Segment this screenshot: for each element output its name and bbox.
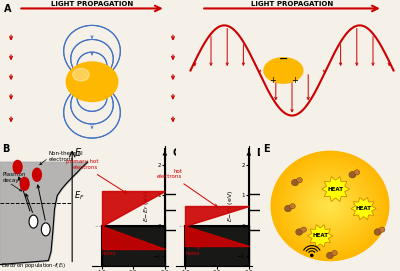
Circle shape <box>316 193 344 219</box>
Circle shape <box>73 68 89 81</box>
Circle shape <box>326 252 334 259</box>
Circle shape <box>264 58 303 83</box>
Circle shape <box>314 191 346 221</box>
Text: LIGHT PROPAGATION: LIGHT PROPAGATION <box>251 1 333 7</box>
Text: B: B <box>2 144 9 154</box>
Circle shape <box>290 204 295 209</box>
Text: $E$: $E$ <box>74 146 82 158</box>
Polygon shape <box>322 177 350 201</box>
Text: $O_2(^3\Sigma)$: $O_2(^3\Sigma)$ <box>178 225 194 235</box>
Circle shape <box>295 173 365 239</box>
Circle shape <box>326 202 334 209</box>
Text: +: + <box>291 76 298 85</box>
Text: Plasmon
decay: Plasmon decay <box>3 172 26 183</box>
Circle shape <box>306 184 354 228</box>
Circle shape <box>349 172 356 178</box>
Text: HEAT: HEAT <box>328 186 344 192</box>
Polygon shape <box>102 226 165 249</box>
Circle shape <box>296 229 303 235</box>
Circle shape <box>301 179 359 233</box>
Text: LIGHT PROPAGATION: LIGHT PROPAGATION <box>51 1 133 7</box>
Text: $O_2(^1\Sigma)$: $O_2(^1\Sigma)$ <box>262 189 278 199</box>
Text: E: E <box>263 144 270 154</box>
Circle shape <box>310 188 350 224</box>
Circle shape <box>328 204 332 208</box>
Circle shape <box>332 250 337 256</box>
Circle shape <box>285 164 375 248</box>
Circle shape <box>283 162 377 250</box>
Circle shape <box>302 180 358 231</box>
Circle shape <box>41 223 50 236</box>
Circle shape <box>284 205 292 212</box>
Circle shape <box>13 160 22 173</box>
Circle shape <box>293 171 367 241</box>
Circle shape <box>374 229 381 235</box>
Circle shape <box>318 195 342 217</box>
Text: hot
electrons: hot electrons <box>157 169 217 207</box>
Text: +: + <box>269 76 276 85</box>
Circle shape <box>322 199 338 213</box>
Polygon shape <box>186 206 249 226</box>
Text: A: A <box>4 4 11 14</box>
Circle shape <box>324 201 336 211</box>
Circle shape <box>281 160 379 251</box>
Circle shape <box>297 175 363 237</box>
Circle shape <box>20 177 29 190</box>
Circle shape <box>301 227 306 232</box>
Circle shape <box>320 197 340 215</box>
Circle shape <box>273 153 387 259</box>
Text: Non-thermal
electrons: Non-thermal electrons <box>48 151 83 162</box>
Circle shape <box>312 190 348 222</box>
Circle shape <box>275 155 385 257</box>
Circle shape <box>66 62 118 101</box>
Circle shape <box>297 178 302 183</box>
Text: $E_F$: $E_F$ <box>74 189 85 202</box>
Circle shape <box>277 157 383 255</box>
Text: D: D <box>256 148 264 158</box>
Text: $O_2(^1\Delta)$: $O_2(^1\Delta)$ <box>262 205 279 215</box>
Circle shape <box>354 170 360 175</box>
Circle shape <box>32 168 41 181</box>
Y-axis label: $E$$-$$E_F$ (eV): $E$$-$$E_F$ (eV) <box>226 190 235 222</box>
Polygon shape <box>102 191 165 226</box>
Circle shape <box>29 215 38 228</box>
Text: $O_2(^1\Sigma)$: $O_2(^1\Sigma)$ <box>178 189 194 199</box>
Circle shape <box>289 168 371 244</box>
Text: holes: holes <box>186 246 200 256</box>
Circle shape <box>271 151 389 261</box>
Circle shape <box>279 159 381 253</box>
Text: $O_2(^3\Sigma)$: $O_2(^3\Sigma)$ <box>262 225 278 235</box>
Text: HEAT: HEAT <box>356 206 372 211</box>
Text: primary hot
electrons: primary hot electrons <box>66 159 127 193</box>
Text: $O_2(^1\Delta)$: $O_2(^1\Delta)$ <box>178 205 195 215</box>
Polygon shape <box>308 225 333 247</box>
Polygon shape <box>186 226 249 246</box>
Circle shape <box>291 170 369 242</box>
Circle shape <box>311 254 313 256</box>
Text: −: − <box>279 54 288 64</box>
Circle shape <box>308 186 352 226</box>
Circle shape <box>304 182 356 230</box>
Text: holes: holes <box>102 246 116 256</box>
Text: Electron population-$f(E_i)$: Electron population-$f(E_i)$ <box>1 261 66 270</box>
Y-axis label: $E$$-$$E_F$ (eV): $E$$-$$E_F$ (eV) <box>142 190 151 222</box>
Text: C: C <box>172 148 180 158</box>
Polygon shape <box>351 198 376 220</box>
Circle shape <box>287 166 373 246</box>
Circle shape <box>292 179 298 186</box>
Text: HEAT: HEAT <box>312 233 328 238</box>
Circle shape <box>379 227 385 232</box>
Circle shape <box>299 177 361 235</box>
